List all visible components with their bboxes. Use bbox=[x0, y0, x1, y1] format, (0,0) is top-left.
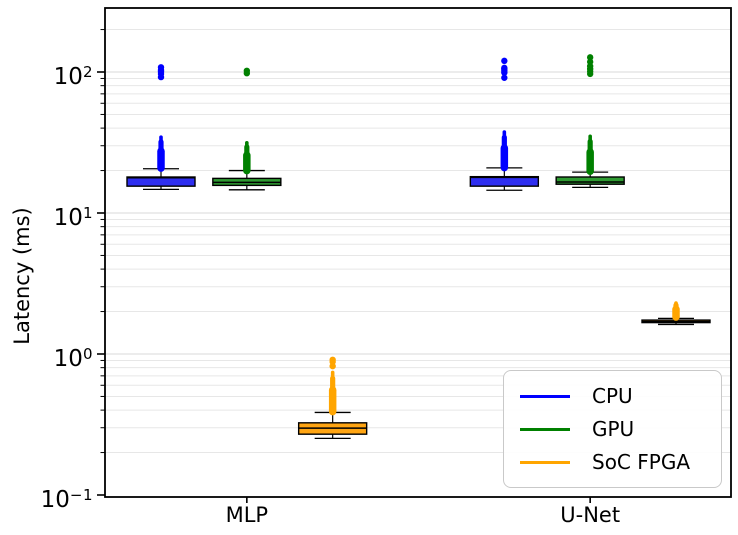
legend-item-gpu: GPU bbox=[520, 417, 721, 441]
legend-item-cpu: CPU bbox=[520, 384, 721, 408]
y-tick-label: 10−1 bbox=[40, 486, 93, 513]
legend-item-socfpga: SoC FPGA bbox=[520, 450, 721, 474]
legend-label-gpu: GPU bbox=[592, 417, 635, 441]
cpu-line-swatch bbox=[520, 394, 570, 398]
x-tick-label: U-Net bbox=[560, 503, 621, 527]
x-tick-label: MLP bbox=[225, 503, 269, 527]
soc-fpga-line-swatch bbox=[520, 460, 570, 464]
y-tick-label: 101 bbox=[53, 204, 93, 231]
y-tick-label: 100 bbox=[53, 345, 93, 372]
y-tick-label: 102 bbox=[53, 63, 93, 90]
legend-label-cpu: CPU bbox=[592, 384, 633, 408]
legend-label-socfpga: SoC FPGA bbox=[592, 450, 690, 474]
y-axis-label: Latency (ms) bbox=[10, 207, 34, 345]
legend: CPU GPU SoC FPGA bbox=[503, 370, 722, 488]
gpu-line-swatch bbox=[520, 427, 570, 431]
